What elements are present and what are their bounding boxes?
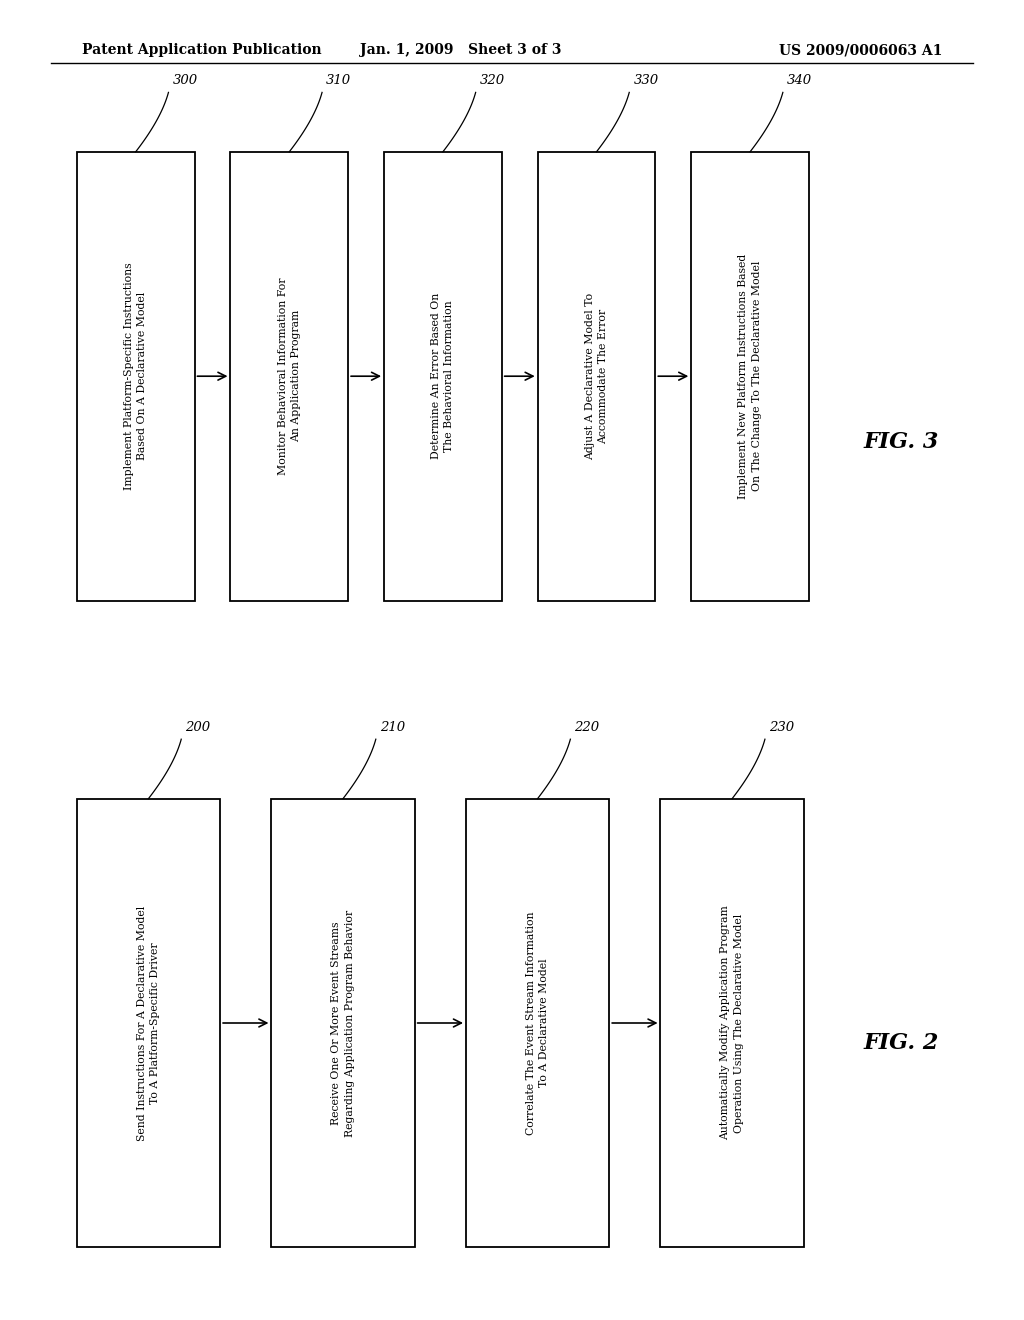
Text: 300: 300 bbox=[172, 74, 198, 87]
Bar bbox=[660, 799, 804, 1247]
Bar bbox=[77, 152, 195, 601]
Text: Adjust A Declarative Model To
Accommodate The Error: Adjust A Declarative Model To Accommodat… bbox=[585, 293, 608, 459]
Text: US 2009/0006063 A1: US 2009/0006063 A1 bbox=[778, 44, 942, 57]
Bar bbox=[77, 799, 220, 1247]
Text: Monitor Behavioral Information For
An Application Program: Monitor Behavioral Information For An Ap… bbox=[278, 277, 301, 475]
Bar bbox=[691, 152, 809, 601]
Bar bbox=[271, 799, 415, 1247]
Text: Implement New Platform Instructions Based
On The Change To The Declarative Model: Implement New Platform Instructions Base… bbox=[738, 253, 762, 499]
Text: 200: 200 bbox=[185, 721, 211, 734]
Bar bbox=[230, 152, 348, 601]
Text: Determine An Error Based On
The Behavioral Information: Determine An Error Based On The Behavior… bbox=[431, 293, 455, 459]
Text: Jan. 1, 2009   Sheet 3 of 3: Jan. 1, 2009 Sheet 3 of 3 bbox=[360, 44, 561, 57]
Text: Send Instructions For A Declarative Model
To A Platform-Specific Driver: Send Instructions For A Declarative Mode… bbox=[137, 906, 160, 1140]
Text: 220: 220 bbox=[574, 721, 600, 734]
Text: Receive One Or More Event Streams
Regarding Application Program Behavior: Receive One Or More Event Streams Regard… bbox=[332, 909, 354, 1137]
Text: 340: 340 bbox=[787, 74, 812, 87]
Text: 230: 230 bbox=[769, 721, 795, 734]
Bar bbox=[538, 152, 655, 601]
Text: FIG. 3: FIG. 3 bbox=[863, 432, 939, 453]
Bar bbox=[384, 152, 502, 601]
Text: Automatically Modify Application Program
Operation Using The Declarative Model: Automatically Modify Application Program… bbox=[721, 906, 743, 1140]
Text: 320: 320 bbox=[479, 74, 505, 87]
Text: FIG. 2: FIG. 2 bbox=[863, 1032, 939, 1053]
Text: Implement Platform-Specific Instructions
Based On A Declarative Model: Implement Platform-Specific Instructions… bbox=[124, 263, 147, 490]
Text: Correlate The Event Stream Information
To A Declarative Model: Correlate The Event Stream Information T… bbox=[526, 911, 549, 1135]
Bar bbox=[466, 799, 609, 1247]
Text: Patent Application Publication: Patent Application Publication bbox=[82, 44, 322, 57]
Text: 210: 210 bbox=[380, 721, 406, 734]
Text: 310: 310 bbox=[326, 74, 351, 87]
Text: 330: 330 bbox=[633, 74, 658, 87]
